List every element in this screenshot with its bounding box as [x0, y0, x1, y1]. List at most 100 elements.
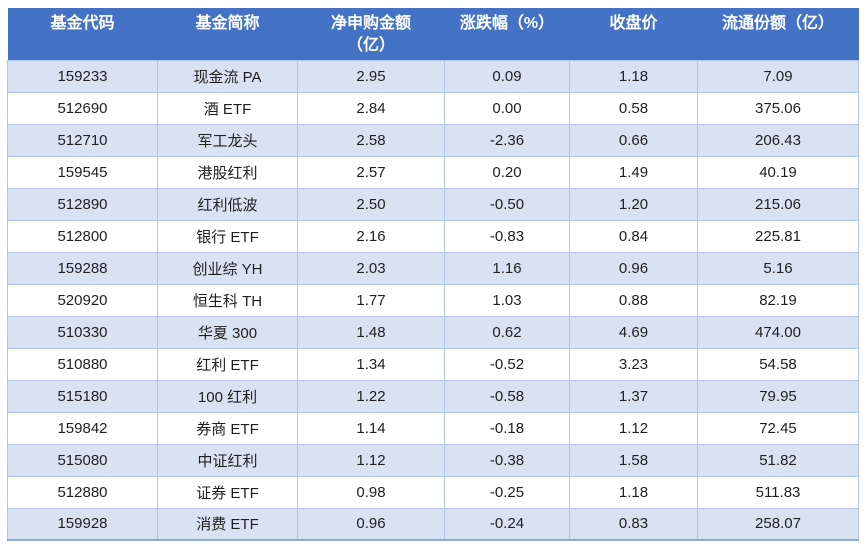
cell-close-price: 0.66 — [569, 123, 698, 157]
cell-close-price: 0.83 — [569, 507, 698, 541]
cell-change-pct: -0.52 — [444, 347, 570, 381]
cell-fund-name: 华夏 300 — [157, 315, 298, 349]
table-row: 515180 100 红利 1.22 -0.58 1.37 79.95 — [7, 379, 859, 413]
cell-net-subscription: 2.84 — [297, 91, 445, 125]
cell-fund-code: 159545 — [7, 155, 158, 189]
cell-change-pct: -0.18 — [444, 411, 570, 445]
cell-change-pct: 0.20 — [444, 155, 570, 189]
cell-fund-name: 证券 ETF — [157, 475, 298, 509]
table-row: 515080 中证红利 1.12 -0.38 1.58 51.82 — [7, 443, 859, 477]
cell-fund-name: 消费 ETF — [157, 507, 298, 541]
table-row: 512880 证券 ETF 0.98 -0.25 1.18 511.83 — [7, 475, 859, 509]
cell-fund-name: 酒 ETF — [157, 91, 298, 125]
cell-change-pct: -0.58 — [444, 379, 570, 413]
cell-float-shares: 51.82 — [697, 443, 859, 477]
cell-net-subscription: 2.58 — [297, 123, 445, 157]
cell-close-price: 1.12 — [569, 411, 698, 445]
cell-net-subscription: 2.16 — [297, 219, 445, 253]
cell-float-shares: 72.45 — [697, 411, 859, 445]
cell-fund-name: 中证红利 — [157, 443, 298, 477]
cell-fund-code: 510880 — [7, 347, 158, 381]
cell-change-pct: 0.09 — [444, 59, 570, 93]
cell-net-subscription: 1.12 — [297, 443, 445, 477]
cell-change-pct: 0.62 — [444, 315, 570, 349]
column-header-fund-code: 基金代码 — [7, 8, 158, 60]
cell-close-price: 3.23 — [569, 347, 698, 381]
cell-close-price: 1.18 — [569, 475, 698, 509]
cell-float-shares: 7.09 — [697, 59, 859, 93]
cell-fund-code: 512710 — [7, 123, 158, 157]
cell-float-shares: 206.43 — [697, 123, 859, 157]
cell-fund-code: 515080 — [7, 443, 158, 477]
cell-fund-name: 银行 ETF — [157, 219, 298, 253]
cell-fund-code: 159288 — [7, 251, 158, 285]
cell-fund-name: 恒生科 TH — [157, 283, 298, 317]
column-header-change-pct: 涨跌幅（%） — [444, 8, 570, 60]
table-row: 512690 酒 ETF 2.84 0.00 0.58 375.06 — [7, 91, 859, 125]
table-body: 159233 现金流 PA 2.95 0.09 1.18 7.09 512690 酒 ETF 2… — [7, 59, 859, 541]
cell-net-subscription: 1.22 — [297, 379, 445, 413]
table-row: 159842 券商 ETF 1.14 -0.18 1.12 72.45 — [7, 411, 859, 445]
cell-fund-name: 军工龙头 — [157, 123, 298, 157]
cell-close-price: 0.96 — [569, 251, 698, 285]
cell-float-shares: 54.58 — [697, 347, 859, 381]
fund-flow-table: 基金代码 基金简称 净申购金额 （亿） 涨跌幅（%） 收盘价 流通份额（亿） 159233 现… — [7, 8, 859, 541]
cell-float-shares: 474.00 — [697, 315, 859, 349]
table-row: 512800 银行 ETF 2.16 -0.83 0.84 225.81 — [7, 219, 859, 253]
cell-net-subscription: 1.14 — [297, 411, 445, 445]
cell-net-subscription: 0.98 — [297, 475, 445, 509]
cell-change-pct: -2.36 — [444, 123, 570, 157]
cell-float-shares: 225.81 — [697, 219, 859, 253]
cell-float-shares: 511.83 — [697, 475, 859, 509]
cell-fund-name: 港股红利 — [157, 155, 298, 189]
table-row: 159288 创业综 YH 2.03 1.16 0.96 5.16 — [7, 251, 859, 285]
cell-change-pct: 1.03 — [444, 283, 570, 317]
cell-change-pct: 0.00 — [444, 91, 570, 125]
cell-float-shares: 82.19 — [697, 283, 859, 317]
cell-fund-code: 510330 — [7, 315, 158, 349]
cell-net-subscription: 1.48 — [297, 315, 445, 349]
column-header-fund-name: 基金简称 — [157, 8, 298, 60]
cell-change-pct: -0.25 — [444, 475, 570, 509]
table-row: 520920 恒生科 TH 1.77 1.03 0.88 82.19 — [7, 283, 859, 317]
cell-float-shares: 40.19 — [697, 155, 859, 189]
cell-float-shares: 5.16 — [697, 251, 859, 285]
cell-fund-code: 159928 — [7, 507, 158, 541]
cell-fund-code: 159233 — [7, 59, 158, 93]
cell-net-subscription: 2.57 — [297, 155, 445, 189]
column-header-close-price: 收盘价 — [569, 8, 698, 60]
cell-close-price: 1.20 — [569, 187, 698, 221]
table-row: 159545 港股红利 2.57 0.20 1.49 40.19 — [7, 155, 859, 189]
cell-net-subscription: 2.95 — [297, 59, 445, 93]
cell-change-pct: -0.50 — [444, 187, 570, 221]
cell-fund-name: 券商 ETF — [157, 411, 298, 445]
cell-float-shares: 79.95 — [697, 379, 859, 413]
cell-fund-code: 512890 — [7, 187, 158, 221]
table-row: 512710 军工龙头 2.58 -2.36 0.66 206.43 — [7, 123, 859, 157]
cell-net-subscription: 1.34 — [297, 347, 445, 381]
cell-close-price: 0.88 — [569, 283, 698, 317]
cell-change-pct: -0.83 — [444, 219, 570, 253]
cell-change-pct: 1.16 — [444, 251, 570, 285]
table-row: 510330 华夏 300 1.48 0.62 4.69 474.00 — [7, 315, 859, 349]
cell-net-subscription: 2.50 — [297, 187, 445, 221]
cell-close-price: 0.84 — [569, 219, 698, 253]
cell-fund-code: 512800 — [7, 219, 158, 253]
table-row: 159928 消费 ETF 0.96 -0.24 0.83 258.07 — [7, 507, 859, 541]
cell-close-price: 4.69 — [569, 315, 698, 349]
cell-close-price: 0.58 — [569, 91, 698, 125]
cell-close-price: 1.58 — [569, 443, 698, 477]
cell-close-price: 1.18 — [569, 59, 698, 93]
table-row: 510880 红利 ETF 1.34 -0.52 3.23 54.58 — [7, 347, 859, 381]
cell-fund-name: 红利低波 — [157, 187, 298, 221]
column-header-float-shares: 流通份额（亿） — [697, 8, 859, 60]
cell-float-shares: 375.06 — [697, 91, 859, 125]
header-row: 基金代码 基金简称 净申购金额 （亿） 涨跌幅（%） 收盘价 流通份额（亿） — [7, 8, 859, 60]
cell-fund-name: 创业综 YH — [157, 251, 298, 285]
cell-change-pct: -0.38 — [444, 443, 570, 477]
cell-net-subscription: 0.96 — [297, 507, 445, 541]
cell-net-subscription: 2.03 — [297, 251, 445, 285]
cell-float-shares: 258.07 — [697, 507, 859, 541]
cell-close-price: 1.37 — [569, 379, 698, 413]
